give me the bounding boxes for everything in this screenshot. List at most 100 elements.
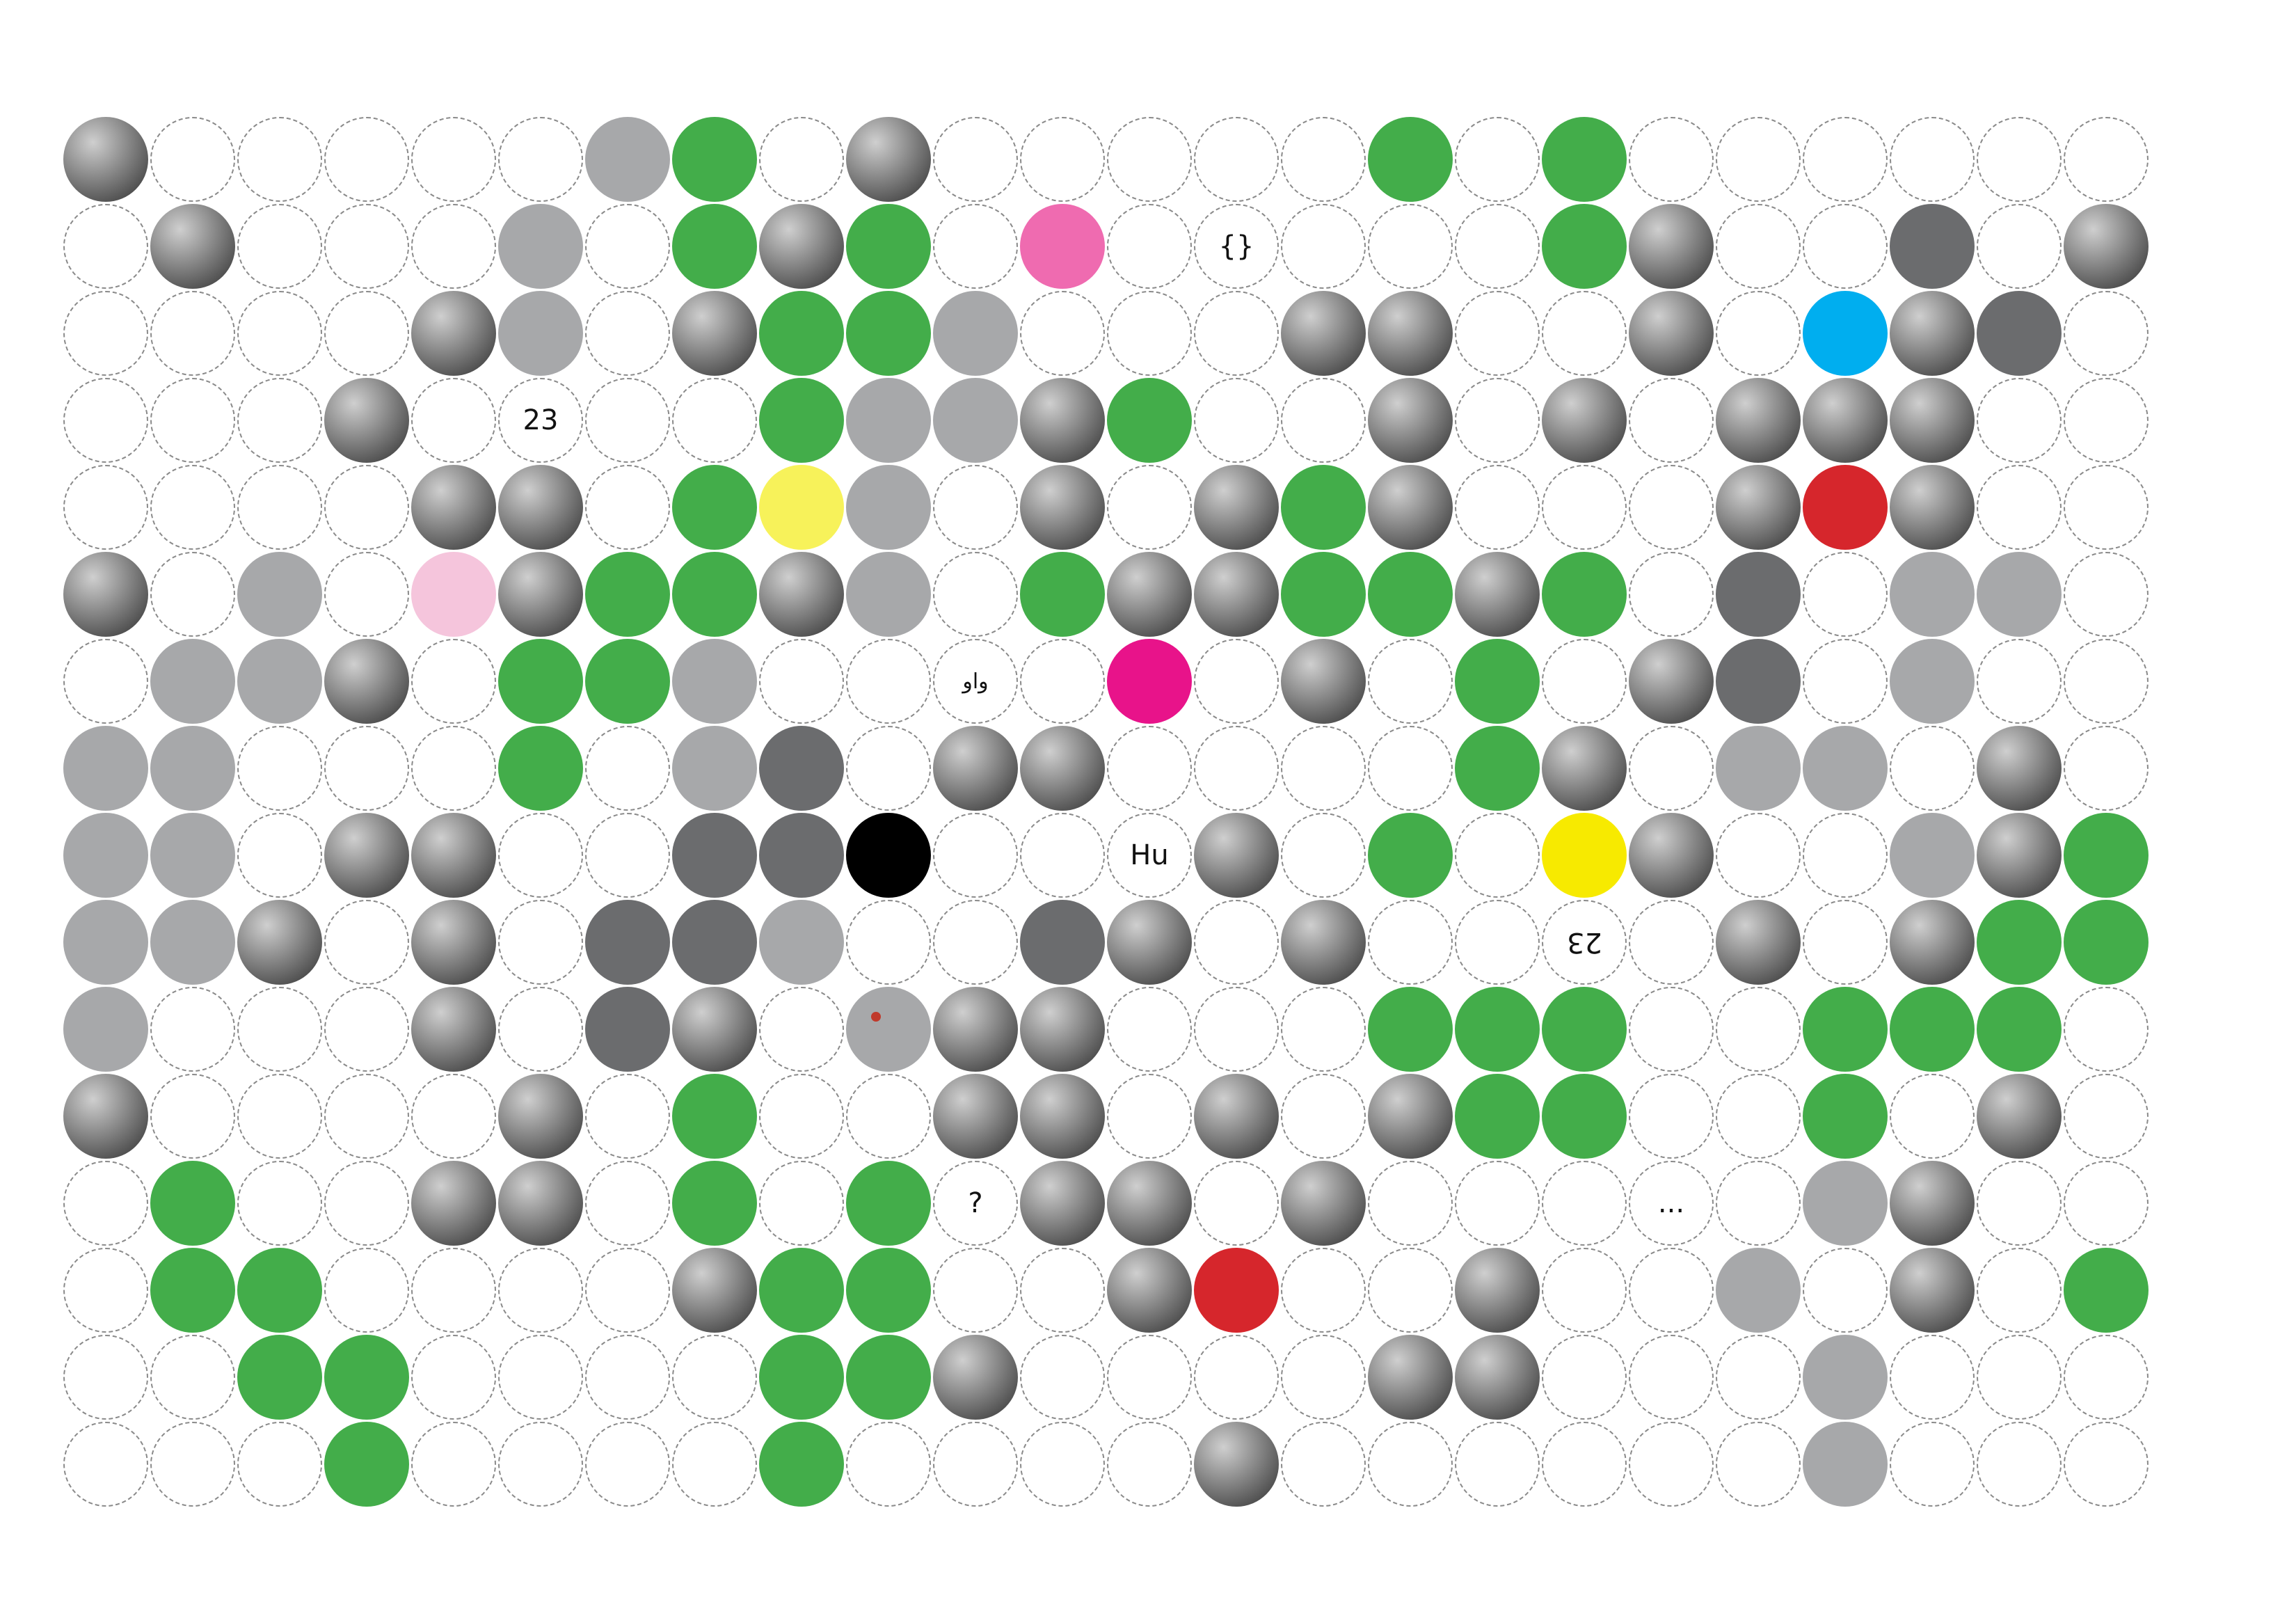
empty-circle [1107,291,1192,376]
gray-circle [1803,1422,1888,1507]
empty-circle [498,1248,583,1333]
empty-circle [672,1422,757,1507]
empty-circle [1455,1422,1540,1507]
metal-photo [1629,639,1714,724]
empty-circle [1281,378,1366,463]
empty-circle [150,465,235,550]
scorpion-photo [1281,291,1366,376]
gas-mask-photo [411,291,496,376]
green-circle [237,1248,322,1333]
green-circle [1281,465,1366,550]
empty-circle [1281,117,1366,202]
fish-photo [498,465,583,550]
empty-circle [324,1074,409,1159]
empty-circle [1194,987,1279,1072]
green-circle [498,639,583,724]
empty-circle [585,204,670,289]
empty-circle [1107,1074,1192,1159]
empty-circle [1977,1248,2062,1333]
gray-circle [1890,639,1975,724]
empty-circle [1107,117,1192,202]
empty-circle [1281,1248,1366,1333]
gray-circle [63,813,148,898]
leaf-photo [1368,465,1453,550]
empty-circle [1107,465,1192,550]
green-circle [759,291,844,376]
empty-circle [759,639,844,724]
gray-circle [63,900,148,985]
gray-circle [672,639,757,724]
empty-circle [63,291,148,376]
empty-circle [1455,465,1540,550]
camera-photo [1629,204,1714,289]
green-circle [2064,1248,2148,1333]
empty-circle [63,1161,148,1246]
empty-circle [585,1422,670,1507]
empty-circle [1368,639,1453,724]
empty-circle [1542,1161,1627,1246]
empty-circle [1194,1335,1279,1420]
empty-circle [585,1248,670,1333]
gray-circle [498,291,583,376]
empty-circle [324,552,409,637]
red-circle [1194,1248,1279,1333]
apple-photo [1890,291,1975,376]
empty-circle [1368,900,1453,985]
empty-circle [324,291,409,376]
gray-circle [150,726,235,811]
green-circle [1368,987,1453,1072]
empty-circle [1107,1335,1192,1420]
green-circle [846,1248,931,1333]
empty-circle [1107,726,1192,811]
portrait-photo [1890,1161,1975,1246]
empty-circle [846,1422,931,1507]
empty-circle [1977,1335,2062,1420]
fruit-photo [324,378,409,463]
empty-circle [933,552,1018,637]
empty-circle [1629,117,1714,202]
empty-circle [1194,639,1279,724]
green-circle [324,1422,409,1507]
empty-circle [150,117,235,202]
empty-circle [1977,204,2062,289]
empty-circle [759,1074,844,1159]
gray-circle [846,465,931,550]
grid-photo [672,291,757,376]
dark-gray-circle [1977,291,2062,376]
gray-circle [672,726,757,811]
empty-circle [237,465,322,550]
lines-photo [1020,987,1105,1072]
empty-circle [1455,378,1540,463]
minesweeper-numbers-photo [498,1161,583,1246]
green-circle [1455,1074,1540,1159]
text-circle: 23 [1542,900,1627,985]
empty-circle [1281,726,1366,811]
empty-circle [1281,1074,1366,1159]
empty-circle [846,900,931,985]
explosion-photo [498,1074,583,1159]
empty-circle [1020,639,1105,724]
parking-photo [1890,1248,1975,1333]
green-circle [1542,1074,1627,1159]
dots-photo [1716,378,1801,463]
empty-circle [411,1248,496,1333]
green-circle [672,1161,757,1246]
empty-circle [1716,813,1801,898]
red-dot-icon [871,1012,881,1022]
circle-label: ? [968,1187,983,1219]
empty-circle [1716,987,1801,1072]
empty-circle [1803,900,1888,985]
label-photo [1629,291,1714,376]
rubble-photo [1107,1248,1192,1333]
empty-circle [1368,726,1453,811]
glasses-photo [411,465,496,550]
magenta-circle [1107,639,1192,724]
empty-circle [1629,987,1714,1072]
empty-circle [1890,726,1975,811]
gray-circle [150,900,235,985]
text-circle: Hu [1107,813,1192,898]
empty-circle [1455,900,1540,985]
empty-circle [585,1074,670,1159]
empty-circle [1890,1335,1975,1420]
empty-circle [150,1074,235,1159]
